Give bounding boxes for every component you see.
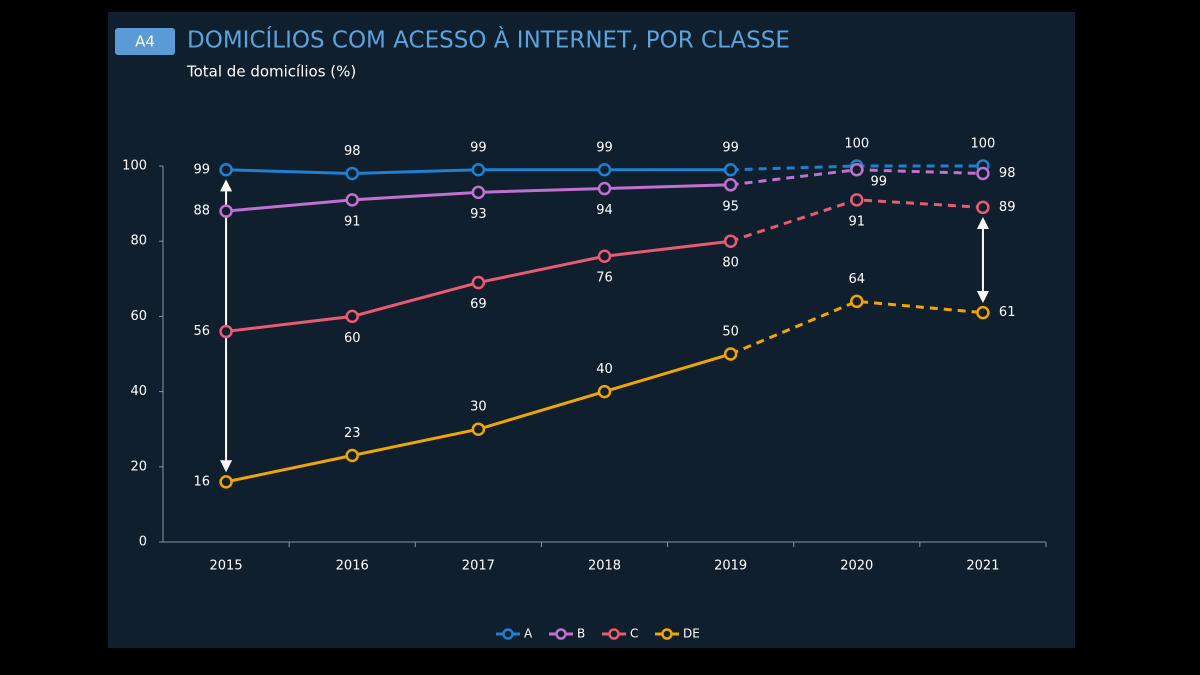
data-label: 64 (849, 272, 866, 287)
point (976, 200, 990, 215)
x-tick-label: 2019 (714, 559, 747, 574)
point (850, 163, 864, 177)
point (345, 309, 359, 324)
data-label: 61 (999, 305, 1016, 320)
point (597, 384, 612, 399)
point (976, 305, 990, 320)
point (723, 178, 738, 192)
data-label: 95 (722, 199, 739, 214)
data-label: 100 (844, 137, 869, 152)
x-tick-label: 2016 (336, 559, 369, 574)
point (219, 204, 233, 218)
point (471, 422, 486, 436)
x-tick-label: 2017 (462, 559, 495, 574)
badge (115, 28, 175, 55)
y-tick-label: 40 (130, 384, 147, 399)
data-label: 80 (722, 256, 739, 271)
point (597, 181, 612, 196)
data-label: 23 (344, 426, 361, 441)
x-tick-label: 2021 (966, 559, 999, 574)
point (723, 163, 738, 177)
data-label: 99 (194, 162, 211, 177)
data-label: 56 (194, 324, 211, 339)
data-label: 91 (849, 214, 866, 229)
legend-marker (502, 628, 514, 640)
data-label: 60 (344, 331, 361, 346)
point (597, 163, 612, 177)
data-label: 30 (470, 400, 487, 415)
legend-label: A (524, 627, 533, 641)
chart-title: DOMICÍLIOS COM ACESSO À INTERNET, POR CL… (187, 26, 790, 54)
data-label: 98 (999, 166, 1016, 181)
y-tick-label: 20 (130, 459, 147, 474)
data-label: 89 (999, 200, 1016, 215)
data-label: 99 (722, 140, 739, 155)
legend-label: C (630, 627, 638, 641)
point (345, 448, 359, 463)
y-tick-label: 60 (130, 309, 147, 324)
point (850, 294, 864, 309)
point (345, 193, 359, 207)
point (723, 234, 738, 248)
legend-label: DE (683, 627, 700, 641)
point (850, 193, 864, 207)
data-label: 99 (470, 140, 487, 155)
data-label: 76 (596, 271, 613, 286)
data-label: 16 (194, 474, 211, 489)
data-label: 99 (596, 140, 613, 155)
data-label: 100 (971, 137, 996, 152)
data-label: 94 (596, 203, 613, 218)
data-label: 40 (596, 362, 613, 377)
badge-label: A4 (135, 33, 155, 51)
data-label: 99 (871, 174, 888, 189)
legend-marker (661, 628, 673, 640)
y-tick-label: 100 (122, 159, 147, 174)
point (471, 275, 486, 290)
x-tick-label: 2015 (210, 559, 243, 574)
point (723, 347, 738, 361)
legend-marker (555, 628, 567, 640)
point (976, 166, 990, 181)
y-tick-label: 80 (130, 234, 147, 249)
point (219, 324, 233, 339)
point (471, 163, 486, 177)
legend-marker (608, 628, 620, 640)
chart-subtitle: Total de domicílios (%) (186, 63, 356, 81)
data-label: 91 (344, 214, 361, 229)
x-tick-label: 2018 (588, 559, 621, 574)
point (597, 249, 612, 263)
data-label: 50 (722, 325, 739, 340)
data-label: 69 (470, 297, 487, 312)
y-tick-label: 0 (139, 535, 147, 550)
data-label: 88 (194, 204, 211, 219)
legend-label: B (577, 627, 585, 641)
data-label: 98 (344, 144, 361, 159)
point (345, 166, 359, 181)
series-line (730, 299, 984, 356)
point (471, 185, 486, 200)
panel (108, 12, 1075, 648)
point (219, 475, 233, 489)
point (219, 163, 233, 177)
data-label: 93 (470, 207, 487, 222)
x-tick-label: 2020 (840, 559, 873, 574)
